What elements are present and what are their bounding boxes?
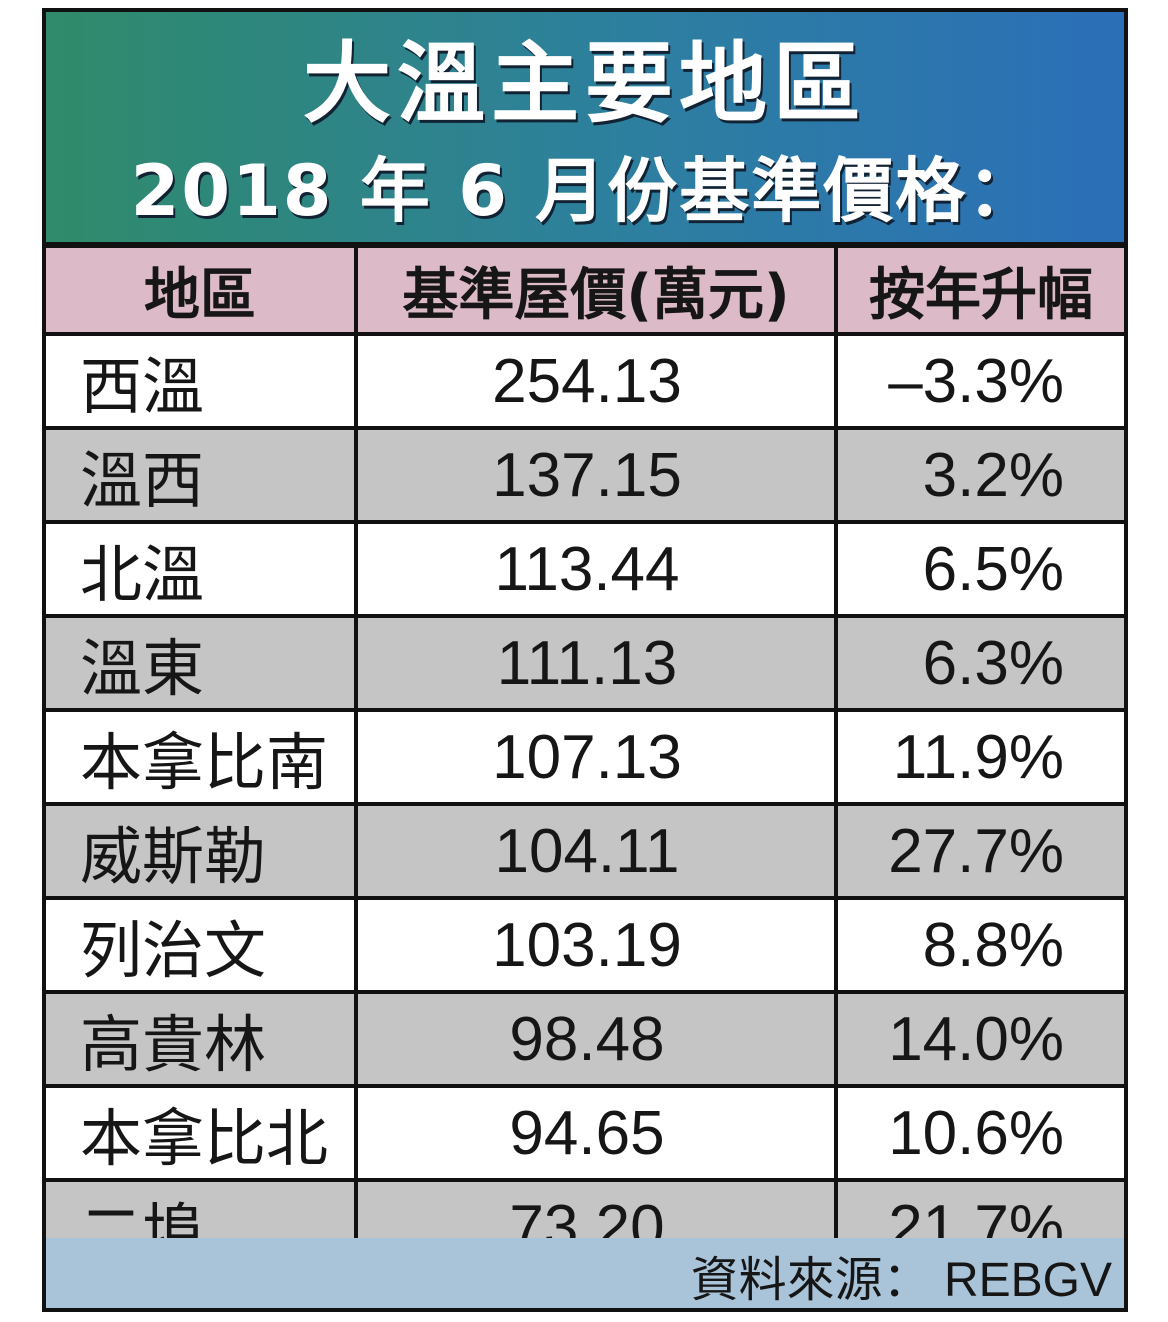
cell-price: 113.44 <box>358 524 838 618</box>
cell-region: 溫西 <box>46 430 358 524</box>
cell-region: 高貴林 <box>46 994 358 1088</box>
cell-price: 137.15 <box>358 430 838 524</box>
price-table: 地區 基準屋價(萬元) 按年升幅 西溫 254.13 –3.3% 溫西 137.15 3.… <box>46 248 1124 1276</box>
cell-region: 威斯勒 <box>46 806 358 900</box>
table-subtitle: 2018 年 6 月份基準價格： <box>130 150 1040 232</box>
cell-price: 94.65 <box>358 1088 838 1182</box>
table-row: 溫東 111.13 6.3% <box>46 618 1124 712</box>
cell-region: 北溫 <box>46 524 358 618</box>
table-row: 本拿比南 107.13 11.9% <box>46 712 1124 806</box>
table-row: 北溫 113.44 6.5% <box>46 524 1124 618</box>
cell-price: 107.13 <box>358 712 838 806</box>
header-change: 按年升幅 <box>838 248 1124 336</box>
table-row: 西溫 254.13 –3.3% <box>46 336 1124 430</box>
cell-change: 14.0% <box>838 994 1124 1088</box>
cell-region: 本拿比南 <box>46 712 358 806</box>
cell-change: 6.3% <box>838 618 1124 712</box>
cell-change: 6.5% <box>838 524 1124 618</box>
cell-region: 本拿比北 <box>46 1088 358 1182</box>
table-title: 大溫主要地區 <box>302 32 867 135</box>
cell-change: 3.2% <box>838 430 1124 524</box>
cell-change: 27.7% <box>838 806 1124 900</box>
source-footer: 資料來源： REBGV <box>46 1238 1124 1308</box>
cell-change: 10.6% <box>838 1088 1124 1182</box>
header-region: 地區 <box>46 248 358 336</box>
table-row: 本拿比北 94.65 10.6% <box>46 1088 1124 1182</box>
table-row: 高貴林 98.48 14.0% <box>46 994 1124 1088</box>
table-row: 列治文 103.19 8.8% <box>46 900 1124 994</box>
cell-price: 98.48 <box>358 994 838 1088</box>
table-row: 威斯勒 104.11 27.7% <box>46 806 1124 900</box>
cell-region: 溫東 <box>46 618 358 712</box>
cell-change: 8.8% <box>838 900 1124 994</box>
header-price: 基準屋價(萬元) <box>358 248 838 336</box>
cell-price: 104.11 <box>358 806 838 900</box>
cell-change: 11.9% <box>838 712 1124 806</box>
cell-price: 254.13 <box>358 336 838 430</box>
cell-region: 西溫 <box>46 336 358 430</box>
header-row: 地區 基準屋價(萬元) 按年升幅 <box>46 248 1124 336</box>
cell-price: 103.19 <box>358 900 838 994</box>
cell-change: –3.3% <box>838 336 1124 430</box>
source-note: 資料來源： REBGV <box>690 1254 1112 1307</box>
price-table-card: 大溫主要地區 2018 年 6 月份基準價格： 地區 基準屋價(萬元) 按年升幅… <box>42 8 1128 1312</box>
cell-region: 列治文 <box>46 900 358 994</box>
title-banner: 大溫主要地區 2018 年 6 月份基準價格： <box>46 12 1124 242</box>
cell-price: 111.13 <box>358 618 838 712</box>
table-row: 溫西 137.15 3.2% <box>46 430 1124 524</box>
